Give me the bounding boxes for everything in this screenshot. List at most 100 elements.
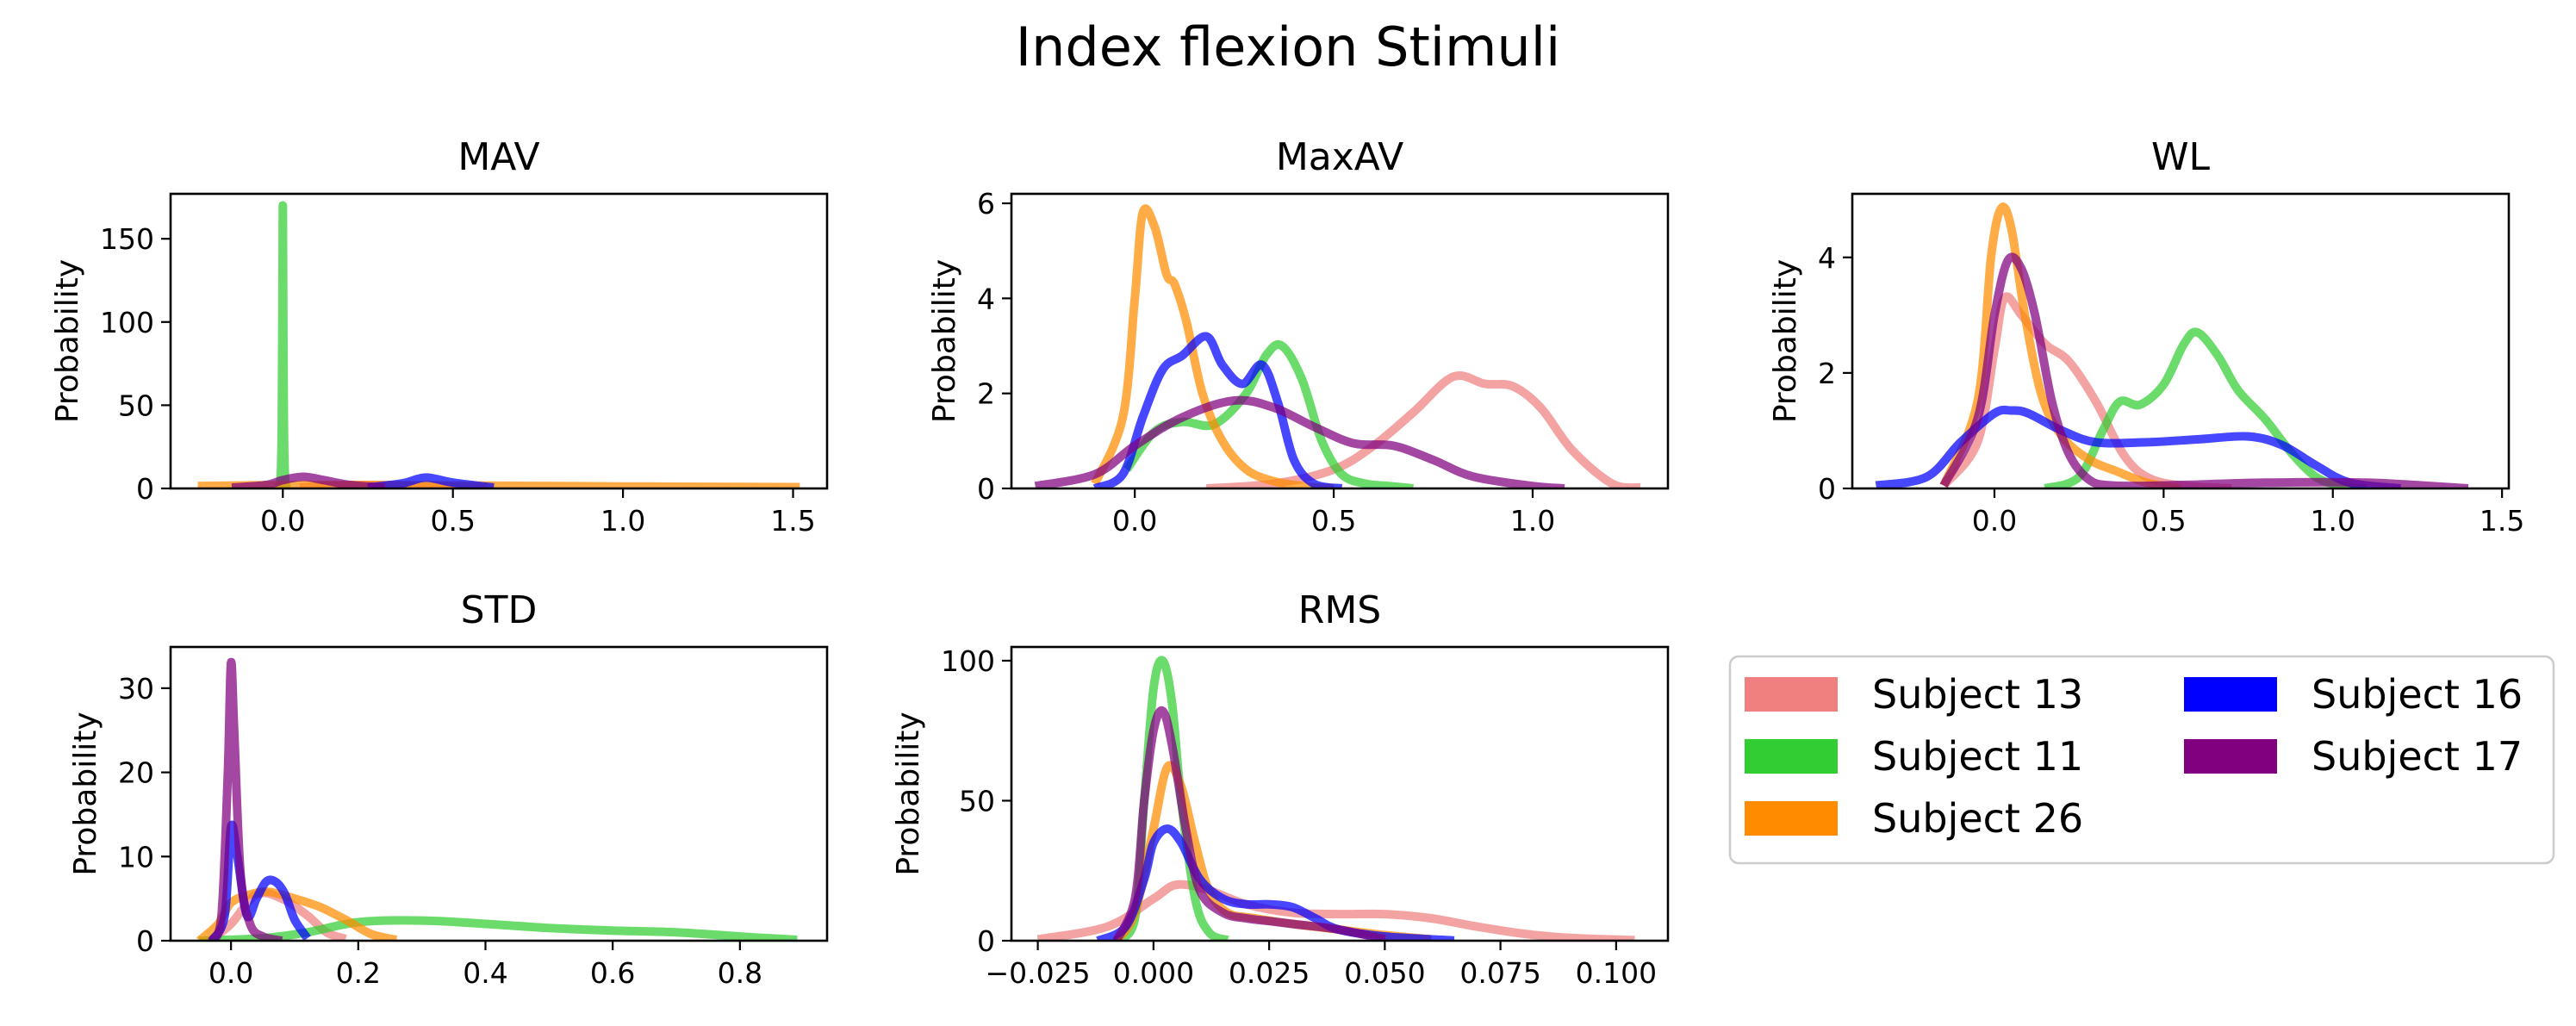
panel-std-xtick-label: 0.6	[590, 956, 635, 990]
panel-maxav-ylabel: Probability	[927, 259, 962, 423]
panel-maxav-ytick-label: 0	[977, 472, 995, 506]
panel-std-ytick-label: 20	[118, 756, 154, 790]
panel-mav: 0.0 0.5 1.0 1.5 0 50 100 150 MAV Probability	[50, 135, 829, 538]
panel-wl: 0.0 0.5 1.0 1.5 0 2 4 WL Probability	[1768, 135, 2524, 538]
panel-mav-line-subject-11	[274, 201, 292, 488]
panel-wl-xtick-label: 1.0	[2311, 504, 2355, 538]
legend-entry-subject-26: Subject 26	[1745, 795, 2083, 842]
panel-maxav-line-subject-13	[1205, 371, 1641, 488]
panel-std-ylabel: Probability	[68, 712, 103, 875]
panel-rms-xtick-label: −0.025	[986, 956, 1091, 990]
panel-maxav-ytick-label: 4	[977, 282, 995, 315]
figure-title: Index flexion Stimuli	[1016, 16, 1560, 78]
legend-frame	[1728, 655, 2555, 865]
panel-std-series	[196, 657, 798, 941]
panel-maxav-ytick-label: 2	[977, 377, 995, 411]
panel-rms-axes-frame	[1010, 645, 1670, 942]
panel-mav-ytick-label: 150	[100, 222, 154, 256]
panel-rms-xtick-label: 0.050	[1344, 956, 1425, 990]
panel-mav-ytick-label: 0	[136, 472, 154, 506]
panel-mav-ytick-label: 50	[118, 389, 154, 422]
panel-std-line-subject-17	[208, 657, 283, 941]
legend-label: Subject 17	[2312, 733, 2523, 780]
panel-mav-line-subject-16	[367, 473, 495, 488]
legend-swatch	[2184, 739, 2277, 774]
legend-label: Subject 11	[1872, 733, 2083, 780]
panel-rms-xtick-label: 0.100	[1576, 956, 1657, 990]
panel-mav-line-subject-17	[231, 472, 386, 488]
panel-rms-ylabel: Probability	[891, 712, 926, 875]
panel-std-title: STD	[461, 588, 538, 632]
panel-rms-ytick-label: 50	[959, 784, 995, 818]
panel-wl-axes-frame	[1851, 192, 2511, 490]
legend-swatch	[2184, 677, 2277, 712]
panel-std-xtick-label: 0.2	[336, 956, 381, 990]
panel-wl-xtick-label: 0.5	[2141, 504, 2186, 538]
panel-mav-xtick-label: 0.5	[430, 504, 475, 538]
panel-wl-ytick-label: 4	[1818, 241, 1836, 275]
panel-mav-title: MAV	[457, 135, 539, 179]
panel-maxav-ytick-label: 6	[977, 187, 995, 221]
panel-rms-series	[1036, 656, 1635, 941]
legend-entry-subject-13: Subject 13	[1745, 671, 2083, 718]
panel-wl-line-subject-13	[1940, 292, 2232, 488]
panel-wl-ytick-label: 2	[1818, 357, 1836, 390]
panel-wl-line-subject-17	[1939, 252, 2469, 488]
panel-maxav-line-subject-26	[1091, 204, 1335, 488]
panel-rms-xtick-label: 0.000	[1113, 956, 1194, 990]
panel-std-ytick-label: 10	[118, 840, 154, 874]
legend: Subject 13 Subject 11 Subject 26 Subject 16…	[1728, 655, 2555, 865]
legend-swatch	[1745, 739, 1838, 774]
legend-entry-subject-17: Subject 17	[2184, 733, 2523, 780]
panel-wl-ytick-label: 0	[1818, 472, 1836, 506]
panel-mav-xtick-label: 1.0	[600, 504, 645, 538]
panel-mav-xtick-label: 0.0	[260, 504, 305, 538]
panel-mav-ytick-label: 100	[100, 306, 154, 339]
panel-wl-series	[1875, 202, 2469, 488]
panel-rms-ytick-label: 100	[941, 644, 995, 678]
panel-wl-line-subject-26	[1939, 202, 2181, 488]
panel-std-ytick-label: 0	[136, 924, 154, 958]
legend-entry-subject-16: Subject 16	[2184, 671, 2523, 718]
panel-std: 0.0 0.2 0.4 0.6 0.8 0 10 20 30 STD Probability	[68, 588, 829, 990]
panel-maxav-xtick-label: 0.5	[1311, 504, 1356, 538]
legend-swatch	[1745, 677, 1838, 712]
panel-maxav-xtick-label: 1.0	[1510, 504, 1555, 538]
panel-std-xtick-label: 0.8	[718, 956, 762, 990]
legend-swatch	[1745, 801, 1838, 836]
panel-maxav-line-subject-17	[1034, 395, 1565, 488]
panel-rms-title: RMS	[1298, 588, 1381, 632]
panel-maxav-title: MaxAV	[1276, 135, 1403, 179]
panel-rms-xtick-label: 0.025	[1229, 956, 1310, 990]
panel-wl-title: WL	[2151, 135, 2211, 179]
panel-std-line-subject-11	[198, 916, 798, 941]
legend-label: Subject 16	[2312, 671, 2523, 718]
panel-wl-xtick-label: 1.5	[2480, 504, 2524, 538]
legend-entry-subject-11: Subject 11	[1745, 733, 2083, 780]
panel-maxav-line-subject-16	[1092, 332, 1343, 488]
panel-wl-line-subject-11	[2044, 327, 2368, 488]
panel-maxav-series	[1034, 204, 1641, 488]
panel-std-axes-frame	[169, 645, 829, 942]
panel-maxav: 0.0 0.5 1.0 0 2 4 6 MaxAV Probability	[927, 135, 1670, 538]
panel-mav-line-subject-26	[197, 481, 800, 488]
panel-maxav-xtick-label: 0.0	[1112, 504, 1157, 538]
panel-std-xtick-label: 0.4	[463, 956, 507, 990]
panel-mav-axes-frame	[169, 192, 829, 490]
panel-rms: −0.025 0.000 0.025 0.050 0.075 0.100 0 50 100 RMS…	[891, 588, 1670, 990]
panel-rms-line-subject-17	[1112, 706, 1386, 941]
panel-maxav-axes-frame	[1010, 192, 1670, 490]
legend-label: Subject 13	[1872, 671, 2083, 718]
panel-mav-ylabel: Probability	[50, 259, 85, 423]
panel-mav-xtick-label: 1.5	[770, 504, 815, 538]
panel-std-xtick-label: 0.0	[208, 956, 253, 990]
panel-std-ytick-label: 30	[118, 672, 154, 706]
panel-rms-xtick-label: 0.075	[1459, 956, 1540, 990]
panel-wl-ylabel: Probability	[1768, 259, 1803, 423]
panel-mav-series	[197, 201, 800, 488]
panel-wl-xtick-label: 0.0	[1972, 504, 2017, 538]
legend-label: Subject 26	[1872, 795, 2083, 842]
panel-rms-ytick-label: 0	[977, 924, 995, 958]
